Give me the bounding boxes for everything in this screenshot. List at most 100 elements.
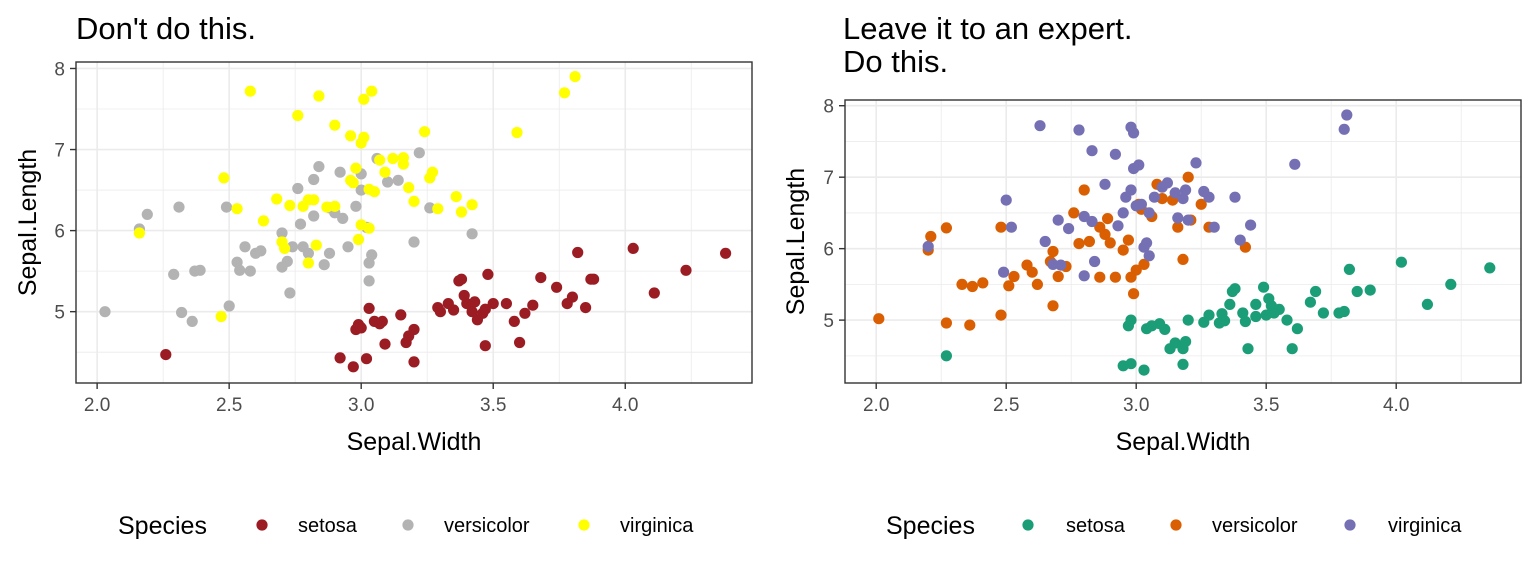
data-point-virginica	[1143, 207, 1155, 219]
data-point-virginica	[379, 166, 391, 178]
data-point-setosa	[572, 246, 584, 259]
x-tick-label: 2.5	[993, 395, 1019, 416]
data-point-versicolor	[1102, 213, 1114, 225]
data-point-versicolor	[308, 210, 320, 222]
legend-title: Species	[118, 512, 207, 540]
data-point-versicolor	[223, 300, 235, 312]
series-virginica	[922, 109, 1353, 282]
y-axis-title: Sepal.Length	[14, 149, 42, 296]
data-point-virginica	[998, 266, 1010, 278]
data-point-setosa	[408, 323, 420, 336]
data-point-setosa	[482, 268, 494, 280]
data-point-versicolor	[1182, 171, 1194, 183]
data-point-versicolor	[313, 161, 325, 173]
data-point-versicolor	[964, 319, 976, 331]
data-point-setosa	[1421, 298, 1433, 310]
data-point-virginica	[374, 154, 386, 166]
data-point-versicolor	[1094, 221, 1106, 233]
x-tick-label: 3.0	[348, 395, 374, 416]
data-point-setosa	[1273, 303, 1285, 315]
data-point-virginica	[569, 71, 581, 83]
data-point-setosa	[527, 299, 539, 311]
data-point-setosa	[1125, 314, 1137, 326]
data-point-virginica	[450, 191, 462, 203]
series-setosa	[160, 242, 732, 373]
data-point-versicolor	[392, 174, 404, 186]
x-tick-label: 3.0	[1123, 395, 1149, 416]
data-point-versicolor	[1177, 253, 1189, 265]
data-point-virginica	[231, 203, 243, 215]
data-point-versicolor	[342, 241, 354, 253]
data-point-virginica	[1148, 191, 1160, 203]
data-point-versicolor	[1122, 234, 1134, 246]
data-point-virginica	[345, 130, 357, 142]
data-point-setosa	[680, 264, 692, 276]
data-point-virginica	[1063, 223, 1075, 235]
grid-lines	[76, 62, 752, 383]
legend-label-virginica: virginica	[620, 515, 694, 537]
data-point-virginica	[279, 242, 291, 254]
data-point-virginica	[466, 199, 478, 211]
x-tick-label: 2.5	[216, 395, 242, 416]
data-point-setosa	[1263, 293, 1275, 305]
data-point-setosa	[395, 309, 407, 321]
data-point-versicolor	[294, 218, 307, 230]
data-point-versicolor	[1078, 184, 1090, 196]
data-point-virginica	[345, 174, 357, 186]
x-tick-label: 4.0	[1383, 395, 1409, 416]
legend-key-versicolor	[1170, 519, 1182, 531]
data-point-virginica	[1245, 219, 1257, 231]
data-point-virginica	[455, 206, 468, 218]
y-tick-label: 6	[54, 222, 65, 243]
data-point-setosa	[1338, 305, 1350, 318]
data-point-setosa	[455, 273, 468, 285]
data-point-virginica	[1135, 198, 1147, 210]
data-point-versicolor	[940, 222, 953, 234]
data-point-versicolor	[308, 173, 320, 186]
data-point-versicolor	[141, 208, 153, 220]
data-point-virginica	[1177, 193, 1189, 205]
data-point-versicolor	[925, 230, 937, 243]
data-point-setosa	[379, 338, 391, 350]
data-point-versicolor	[1068, 207, 1080, 219]
legend-label-versicolor: versicolor	[444, 515, 530, 537]
data-point-setosa	[479, 340, 491, 352]
data-point-virginica	[244, 85, 256, 97]
data-point-setosa	[1229, 283, 1241, 295]
data-point-setosa	[1242, 343, 1254, 355]
data-point-virginica	[1133, 159, 1145, 171]
data-point-setosa	[1250, 298, 1262, 310]
data-point-setosa	[334, 352, 346, 364]
data-point-virginica	[1117, 207, 1129, 219]
data-point-setosa	[1291, 323, 1303, 335]
data-point-versicolor	[1047, 245, 1059, 258]
data-point-virginica	[352, 233, 365, 246]
data-point-virginica	[1341, 109, 1353, 121]
legend-label-setosa: setosa	[1066, 515, 1126, 537]
data-point-virginica	[133, 227, 145, 239]
data-point-versicolor	[1008, 270, 1020, 283]
data-point-versicolor	[350, 200, 362, 212]
data-point-versicolor	[234, 264, 246, 276]
data-point-versicolor	[1026, 266, 1038, 278]
data-point-versicolor	[1031, 278, 1043, 290]
data-point-virginica	[1208, 221, 1220, 233]
data-point-virginica	[1125, 184, 1137, 196]
data-point-virginica	[1000, 194, 1012, 206]
data-point-virginica	[1229, 191, 1241, 203]
data-point-virginica	[558, 87, 571, 99]
data-point-virginica	[1289, 158, 1301, 170]
data-point-virginica	[310, 239, 322, 251]
data-point-setosa	[514, 336, 526, 349]
data-point-setosa	[1258, 281, 1270, 293]
data-point-versicolor	[99, 306, 111, 318]
legend: Species setosa versicolor virginica	[118, 512, 694, 540]
data-point-versicolor	[1117, 244, 1129, 256]
data-point-virginica	[1234, 234, 1246, 246]
data-point-virginica	[366, 85, 378, 97]
data-point-setosa	[1484, 262, 1496, 274]
chart-title-line: Don't do this.	[76, 11, 256, 46]
y-tick-label: 5	[823, 311, 834, 332]
data-point-setosa	[720, 247, 732, 259]
